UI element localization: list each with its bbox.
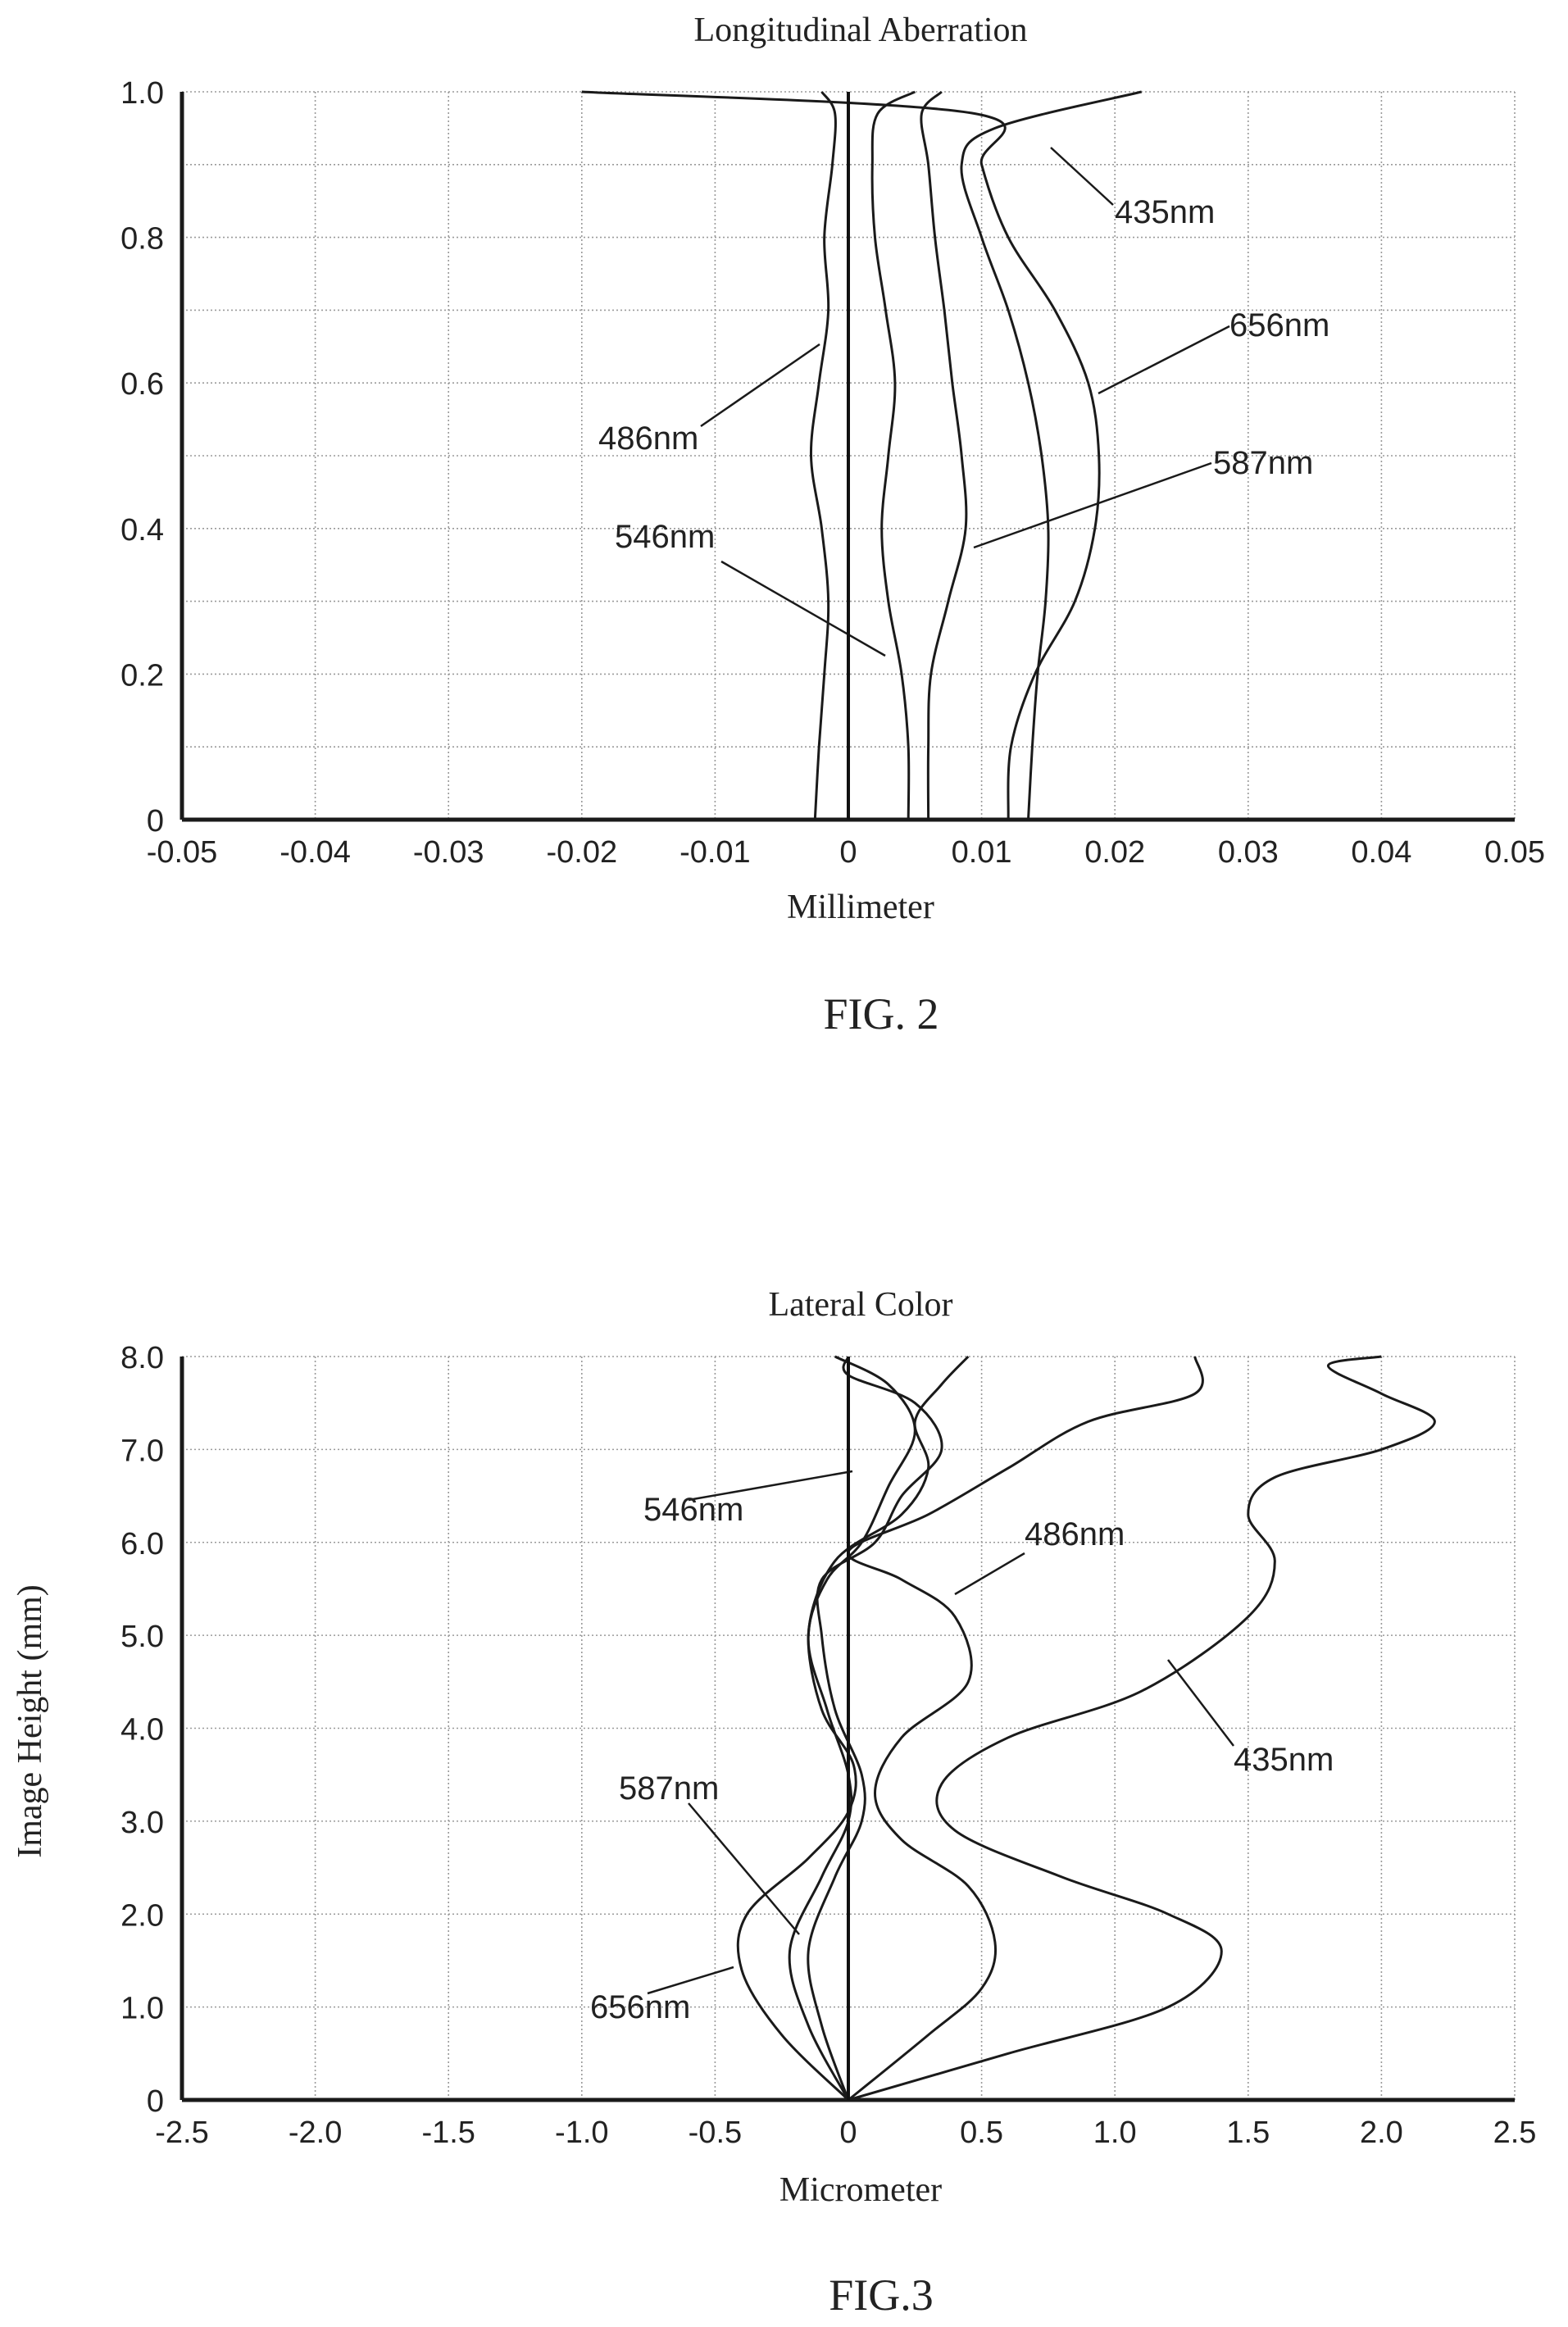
y-tick-label: 0.2 xyxy=(120,658,164,693)
x-axis-label: Micrometer xyxy=(779,2171,942,2209)
leader-line xyxy=(1098,325,1230,395)
x-tick-label: 0.03 xyxy=(1218,835,1279,870)
series-line-656nm xyxy=(581,90,1101,820)
series-line-486nm xyxy=(847,1356,1204,2102)
y-tick-label: 7.0 xyxy=(120,1434,164,1468)
series-label: 587nm xyxy=(619,1770,719,1807)
series-line-587nm xyxy=(920,90,968,820)
series-label: 656nm xyxy=(590,1989,690,2025)
y-tick-label: 0 xyxy=(147,804,164,839)
x-tick-label: -0.03 xyxy=(413,835,484,870)
y-tick-label: 6.0 xyxy=(120,1527,164,1561)
y-tick-label: 1.0 xyxy=(120,76,164,111)
y-tick-label: 0.6 xyxy=(120,367,164,402)
leader-line xyxy=(647,1966,734,1995)
y-tick-label: 5.0 xyxy=(120,1620,164,1654)
series-lines xyxy=(736,1355,1436,2102)
series-line-546nm xyxy=(870,90,916,820)
y-tick-label: 0.4 xyxy=(120,513,164,548)
series-label: 546nm xyxy=(643,1492,743,1528)
leader-line xyxy=(954,1552,1025,1596)
x-tick-label: 0 xyxy=(839,2116,857,2150)
series-label: 486nm xyxy=(1025,1516,1125,1552)
series-labels: 435nm 656nm 486nm 587nm 546nm xyxy=(598,194,1329,555)
x-tick-label: 1.5 xyxy=(1226,2116,1270,2150)
series-line-435nm xyxy=(960,90,1143,820)
x-tick-label: -1.0 xyxy=(555,2116,608,2150)
x-tick-label: 0.02 xyxy=(1084,835,1145,870)
series-line-587nm xyxy=(788,1355,970,2101)
y-axis-label: Image Height (mm) xyxy=(11,1584,49,1858)
figure-label-2: FIG. 2 xyxy=(823,989,939,1039)
leader-line xyxy=(1050,147,1114,206)
x-tick-label: -0.02 xyxy=(546,835,617,870)
series-label: 587nm xyxy=(1213,445,1313,481)
figure-label-3: FIG.3 xyxy=(829,2270,934,2320)
x-tick-label: -2.0 xyxy=(289,2116,342,2150)
x-tick-label: -0.5 xyxy=(689,2116,742,2150)
y-tick-label: 0.8 xyxy=(120,222,164,257)
y-tick-label: 0 xyxy=(147,2084,164,2119)
leader-line xyxy=(720,560,886,657)
y-tick-labels: 0 0.2 0.4 0.6 0.8 1.0 xyxy=(120,76,164,839)
x-tick-label: -0.01 xyxy=(679,835,751,870)
axes-frame xyxy=(180,92,1515,822)
series-label: 486nm xyxy=(598,420,698,457)
x-tick-labels: -0.05 -0.04 -0.03 -0.02 -0.01 0 0.01 0.02 0.03 0.… xyxy=(147,835,1545,870)
y-tick-label: 4.0 xyxy=(120,1713,164,1748)
x-tick-label: -1.5 xyxy=(421,2116,475,2150)
series-label: 435nm xyxy=(1234,1742,1334,1778)
x-tick-label: -0.05 xyxy=(147,835,218,870)
longitudinal-aberration-chart: Longitudinal Aberration -0.05 -0.04 -0.03-… xyxy=(120,11,1545,1039)
y-tick-label: 1.0 xyxy=(120,1992,164,2026)
leader-line xyxy=(700,343,820,428)
leader-line xyxy=(1167,1659,1234,1747)
lateral-color-chart: Lateral Color -2.5 -2.0 -1.5 -1.0 -0.5 0 0.5 1.… xyxy=(11,1286,1536,2320)
x-tick-label: 2.0 xyxy=(1360,2116,1403,2150)
series-label: 546nm xyxy=(615,519,715,555)
x-tick-label: -0.04 xyxy=(280,835,351,870)
series-label: 656nm xyxy=(1229,307,1329,343)
x-tick-label: 0.01 xyxy=(952,835,1012,870)
series-line-435nm xyxy=(848,1355,1436,2102)
x-axis-label: Millimeter xyxy=(787,889,934,926)
x-tick-label: 0.5 xyxy=(960,2116,1003,2150)
series-line-486nm xyxy=(809,91,837,820)
x-tick-label: 0 xyxy=(839,835,857,870)
y-tick-label: 3.0 xyxy=(120,1806,164,1840)
x-tick-label: 0.05 xyxy=(1484,835,1545,870)
y-tick-label: 8.0 xyxy=(120,1341,164,1375)
leader-line xyxy=(973,461,1212,549)
annotation-leaders xyxy=(647,1470,1234,1995)
series-label: 435nm xyxy=(1115,194,1215,230)
x-tick-label: 1.0 xyxy=(1093,2116,1137,2150)
y-tick-label: 2.0 xyxy=(120,1898,164,1933)
series-labels: 546nm 486nm 435nm 587nm 656nm xyxy=(590,1492,1334,2025)
leader-line xyxy=(688,1802,800,1935)
chart-title: Longitudinal Aberration xyxy=(693,11,1027,49)
axes-frame xyxy=(180,1357,1515,2102)
x-tick-label: 2.5 xyxy=(1493,2116,1537,2150)
chart-title: Lateral Color xyxy=(768,1286,952,1324)
leader-line xyxy=(688,1470,853,1502)
annotation-leaders xyxy=(700,147,1230,657)
grid xyxy=(181,91,1516,820)
x-tick-label: -2.5 xyxy=(155,2116,208,2150)
series-line-656nm xyxy=(736,1355,916,2102)
series-lines xyxy=(581,90,1143,820)
y-tick-labels: 0 1.0 2.0 3.0 4.0 5.0 6.0 7.0 8.0 xyxy=(120,1341,164,2119)
x-tick-labels: -2.5 -2.0 -1.5 -1.0 -0.5 0 0.5 1.0 1.5 2.0 2.5 xyxy=(155,2116,1536,2150)
x-tick-label: 0.04 xyxy=(1351,835,1411,870)
series-line-546nm xyxy=(807,1356,943,2101)
